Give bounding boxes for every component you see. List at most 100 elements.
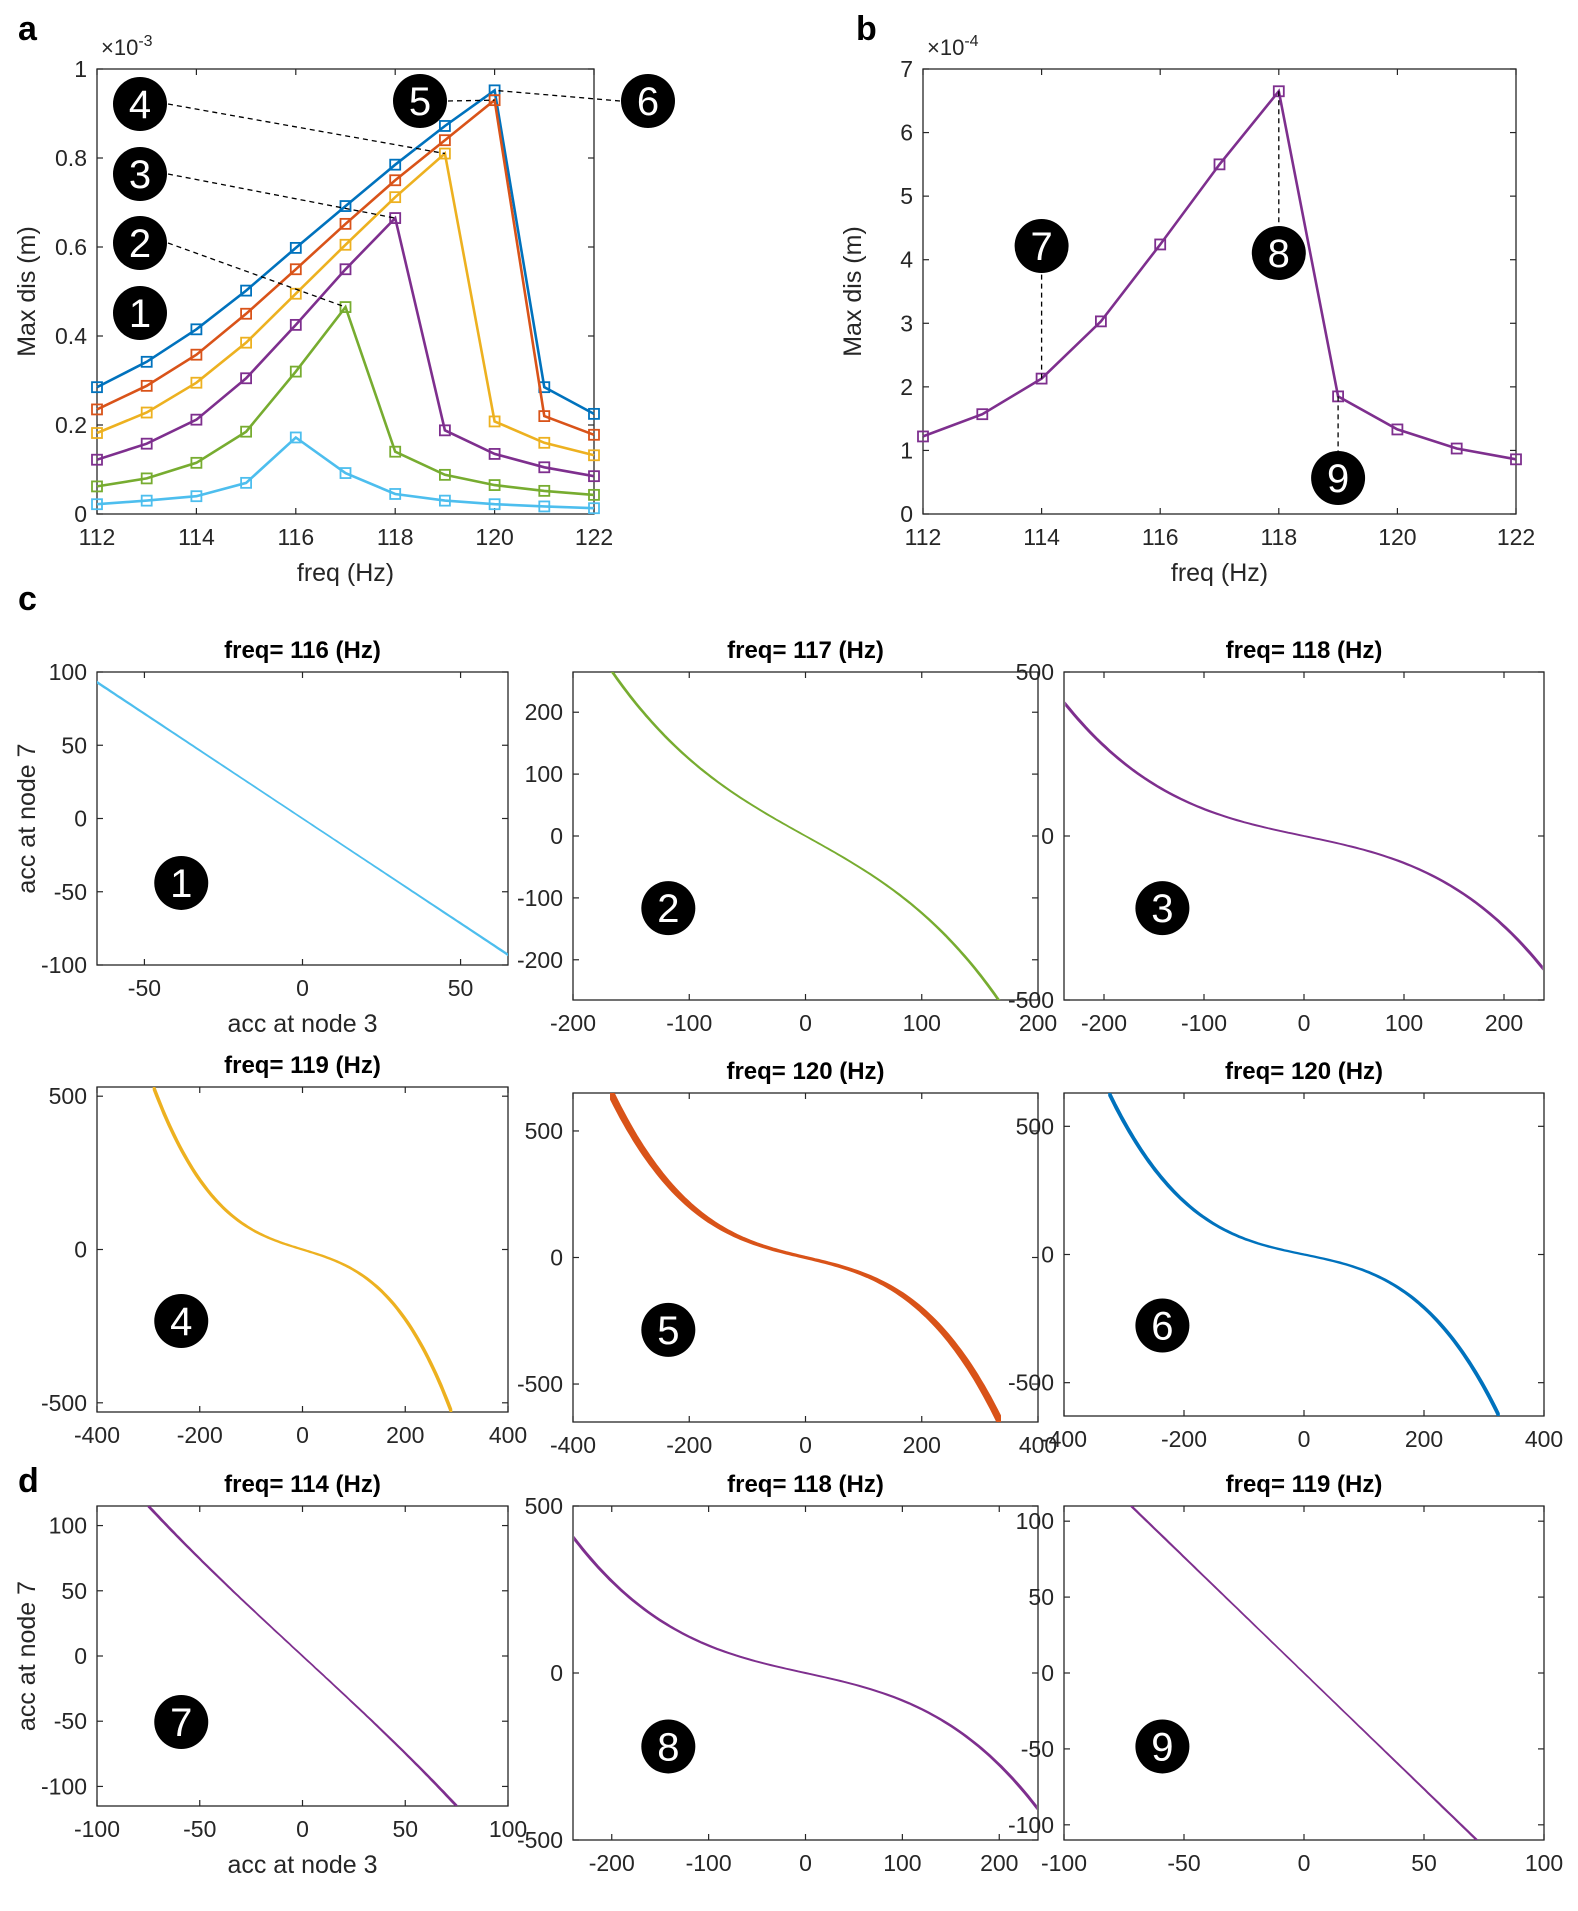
phase-curve-c3	[1065, 701, 1543, 971]
badge-number: 9	[1151, 1725, 1173, 1769]
data-point-marker	[140, 494, 153, 507]
y-tick-label: 0.2	[55, 412, 87, 438]
data-point-marker	[389, 158, 402, 171]
x-tick-label: -200	[1081, 1010, 1127, 1036]
data-point-marker	[488, 94, 501, 107]
badge-circle	[154, 1695, 209, 1749]
badge-1: 1	[154, 855, 209, 910]
data-point-marker	[140, 472, 153, 485]
leader-line-5	[447, 99, 495, 102]
badge-6: 6	[1135, 1298, 1190, 1353]
y-tick-label: 1	[900, 437, 913, 463]
badge-7: 7	[1014, 219, 1069, 273]
data-point-marker	[339, 217, 352, 230]
y-tick-label: -500	[517, 1827, 563, 1853]
badge-circle	[1311, 451, 1366, 505]
data-point-marker	[438, 468, 451, 481]
data-point-marker	[339, 301, 352, 313]
data-point-marker	[538, 484, 551, 497]
badge-number: 7	[1030, 225, 1052, 269]
data-point-marker	[1510, 453, 1522, 466]
x-tick-label: 200	[1019, 1010, 1057, 1036]
y-tick-label: 500	[1016, 659, 1054, 685]
x-tick-label: -200	[666, 1432, 712, 1458]
badge-6: 6	[621, 74, 675, 128]
y-tick-label: 0	[1041, 1242, 1054, 1268]
data-point-marker	[488, 498, 501, 511]
badge-number: 6	[637, 80, 659, 124]
series-line-3	[96, 215, 595, 478]
data-point-marker	[91, 480, 103, 493]
series-line-purple	[922, 88, 1517, 461]
y-tick-label: -500	[517, 1371, 563, 1397]
badge-number: 7	[170, 1701, 192, 1745]
chart-c6: -400 -200 0 200 400 -500 0 500 freq= 120 (Hz) 6	[1008, 1058, 1563, 1452]
badge-circle	[1135, 1719, 1190, 1774]
badge-number: 2	[129, 222, 151, 266]
x-tick-label: 112	[79, 524, 116, 550]
data-point-marker	[588, 407, 600, 420]
phase-curve-d8	[574, 1535, 1037, 1811]
phase-curve-c5	[610, 1093, 1001, 1422]
badge-circle	[1135, 881, 1190, 936]
y-axis-label: acc at node 7	[13, 743, 41, 893]
y-tick-label: 0	[74, 1643, 87, 1669]
y-tick-label: 0	[1041, 823, 1054, 849]
y-tick-label: 100	[49, 659, 87, 685]
data-point-marker	[91, 381, 103, 394]
badge-circle	[641, 1302, 696, 1357]
phase-curve-c4	[152, 1087, 453, 1412]
x-axis-label: acc at node 3	[227, 1010, 377, 1038]
data-point-marker	[289, 365, 302, 378]
panel-label-a: a	[18, 10, 38, 48]
x-tick-label: 400	[1019, 1432, 1057, 1458]
y-tick-label: -500	[41, 1390, 87, 1416]
badge-7: 7	[154, 1695, 209, 1749]
badge-circle	[1251, 226, 1306, 280]
data-point-marker	[588, 449, 600, 462]
data-point-marker	[339, 238, 352, 251]
x-tick-label: -200	[589, 1850, 635, 1876]
data-point-marker	[1213, 158, 1226, 171]
x-tick-label: 100	[903, 1010, 941, 1036]
data-point-marker	[240, 476, 253, 489]
phase-curve-d7	[147, 1506, 458, 1806]
data-point-marker	[538, 436, 551, 449]
x-tick-label: 200	[980, 1850, 1018, 1876]
x-tick-label: 50	[1411, 1850, 1437, 1876]
data-point-marker	[240, 336, 253, 349]
data-point-marker	[588, 502, 600, 515]
y-tick-label: 100	[525, 761, 563, 787]
data-point-marker	[91, 453, 103, 466]
badge-4: 4	[154, 1294, 209, 1348]
plot-frame-b	[922, 68, 1517, 515]
y-axis-label: Max dis (m)	[13, 226, 41, 357]
x-tick-label: 112	[905, 524, 942, 550]
x-tick-label: 120	[1378, 524, 1416, 550]
data-point-marker	[140, 355, 153, 368]
x-tick-label: 114	[1023, 524, 1060, 550]
x-tick-label: -200	[550, 1010, 596, 1036]
leader-line-3	[167, 173, 396, 219]
badge-9: 9	[1135, 1719, 1190, 1774]
y-tick-label: -100	[517, 885, 563, 911]
data-point-marker	[240, 284, 253, 297]
y-tick-label: 0	[550, 1660, 563, 1686]
y-tick-label: -50	[54, 1708, 87, 1734]
x-tick-label: 50	[392, 1816, 418, 1842]
badge-number: 5	[409, 80, 431, 124]
leader-line-2	[167, 242, 346, 308]
x-tick-label: 0	[296, 1816, 309, 1842]
chart-title: freq= 118 (Hz)	[727, 1471, 884, 1498]
x-tick-label: 118	[1260, 524, 1297, 550]
axis-exponent: ×10-4	[927, 33, 979, 60]
x-tick-label: 0	[1298, 1010, 1311, 1036]
data-point-marker	[91, 403, 103, 416]
badge-4: 4	[113, 77, 167, 131]
data-point-marker	[339, 263, 352, 276]
phase-curve-d9	[1130, 1506, 1478, 1840]
badge-8: 8	[1251, 226, 1306, 280]
data-point-marker	[488, 448, 501, 460]
x-tick-label: 200	[1485, 1010, 1523, 1036]
